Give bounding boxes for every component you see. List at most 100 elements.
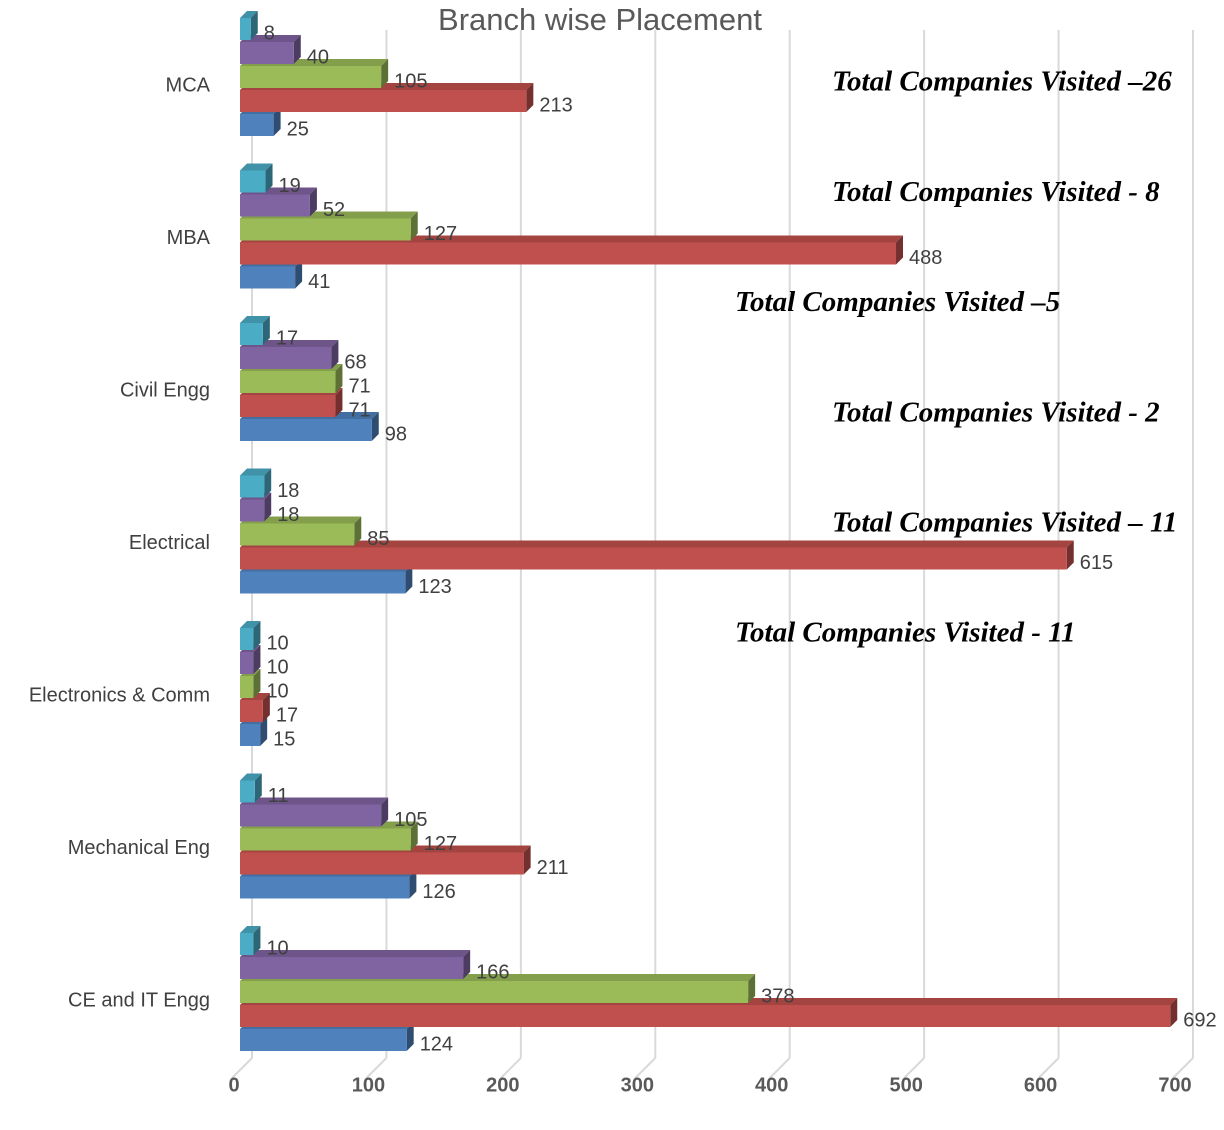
- value-label: 213: [539, 94, 572, 116]
- bar-side: [896, 235, 904, 265]
- category-label: Electrical: [129, 532, 210, 554]
- bar-top: [240, 468, 272, 476]
- x-tick-label: 300: [621, 1074, 654, 1096]
- value-label: 105: [394, 70, 427, 92]
- x-tick-label: 0: [228, 1074, 239, 1096]
- bar: [240, 419, 372, 441]
- value-label: 25: [287, 118, 309, 140]
- bar-top: [240, 621, 261, 628]
- bar-side: [523, 845, 531, 875]
- value-label: 127: [424, 833, 457, 855]
- category-label: CE and IT Engg: [68, 989, 210, 1011]
- value-label: 68: [344, 351, 366, 373]
- category-label: MCA: [166, 74, 211, 96]
- bar-side: [265, 163, 273, 193]
- bar-side: [409, 869, 417, 899]
- x-tick-label: 200: [486, 1074, 519, 1096]
- x-tick-label: 400: [755, 1074, 788, 1096]
- bar: [240, 114, 274, 136]
- bar: [240, 218, 411, 241]
- value-label: 105: [394, 809, 427, 831]
- category-label: Electronics & Comm: [29, 684, 210, 706]
- bar: [240, 42, 294, 64]
- bar: [240, 18, 251, 40]
- bar: [240, 371, 336, 393]
- bar: [240, 852, 524, 875]
- bar-side: [262, 693, 270, 722]
- bar: [240, 475, 265, 498]
- bar-top: [240, 35, 301, 42]
- bar-side: [410, 821, 418, 851]
- value-label: 19: [279, 175, 301, 197]
- chart-title: Branch wise Placement: [438, 2, 762, 37]
- bar-side: [410, 211, 418, 241]
- value-label: 123: [418, 576, 451, 598]
- bar-side: [250, 11, 258, 40]
- bar-side: [295, 259, 303, 289]
- bar: [240, 170, 266, 193]
- x-tick-label: 100: [352, 1074, 385, 1096]
- bar-side: [253, 926, 261, 955]
- bar-side: [253, 645, 261, 674]
- bar-side: [406, 1022, 414, 1051]
- bar-top: [240, 797, 389, 805]
- category-label: Mechanical Eng: [68, 837, 210, 859]
- annotation: Total Companies Visited - 11: [735, 617, 1076, 649]
- value-label: 10: [266, 632, 288, 654]
- annotation: Total Companies Visited –26: [832, 66, 1172, 98]
- bar: [240, 957, 464, 979]
- value-label: 10: [266, 937, 288, 959]
- bar-side: [264, 468, 272, 498]
- bar-side: [335, 388, 343, 417]
- bar-side: [264, 492, 272, 522]
- bar-top: [240, 163, 273, 171]
- annotation: Total Companies Visited – 11: [832, 506, 1177, 538]
- bar: [240, 242, 897, 265]
- bar: [240, 499, 265, 522]
- value-label: 15: [273, 728, 295, 750]
- value-label: 8: [264, 22, 275, 44]
- bar: [240, 1029, 407, 1051]
- bar-side: [526, 83, 534, 112]
- bar-side: [273, 107, 281, 136]
- value-label: 41: [308, 271, 330, 293]
- bar: [240, 90, 527, 112]
- value-label: 17: [276, 704, 298, 726]
- bar: [240, 523, 355, 546]
- value-label: 615: [1080, 552, 1113, 574]
- bar-side: [381, 59, 389, 88]
- bar-side: [253, 669, 261, 698]
- value-label: 692: [1183, 1009, 1216, 1031]
- bar: [240, 652, 254, 674]
- bar: [240, 981, 749, 1003]
- x-tick-label: 500: [889, 1074, 922, 1096]
- annotation: Total Companies Visited - 8: [832, 176, 1160, 208]
- floor-line: [903, 1057, 925, 1079]
- bar-top: [240, 11, 258, 18]
- bar-side: [463, 950, 471, 979]
- bar-top: [240, 516, 362, 524]
- bar-side: [371, 412, 379, 441]
- value-label: 126: [422, 881, 455, 903]
- bar: [240, 676, 254, 698]
- bar-side: [748, 974, 756, 1003]
- x-tick-label: 600: [1024, 1074, 1057, 1096]
- bar: [240, 628, 254, 650]
- value-label: 85: [367, 528, 389, 550]
- bar-top: [240, 950, 471, 957]
- bar-side: [1170, 998, 1178, 1027]
- category-label: Civil Engg: [120, 379, 210, 401]
- bar: [240, 547, 1067, 570]
- bar-side: [253, 621, 261, 650]
- bar: [240, 323, 263, 345]
- bar: [240, 724, 261, 746]
- bar: [240, 700, 263, 722]
- value-label: 71: [348, 375, 370, 397]
- bar: [240, 876, 410, 899]
- bar-top: [240, 316, 270, 323]
- floor-line: [231, 1057, 253, 1079]
- floor-line: [1172, 1057, 1194, 1079]
- bar: [240, 194, 310, 217]
- value-label: 71: [348, 399, 370, 421]
- floor-line: [500, 1057, 522, 1079]
